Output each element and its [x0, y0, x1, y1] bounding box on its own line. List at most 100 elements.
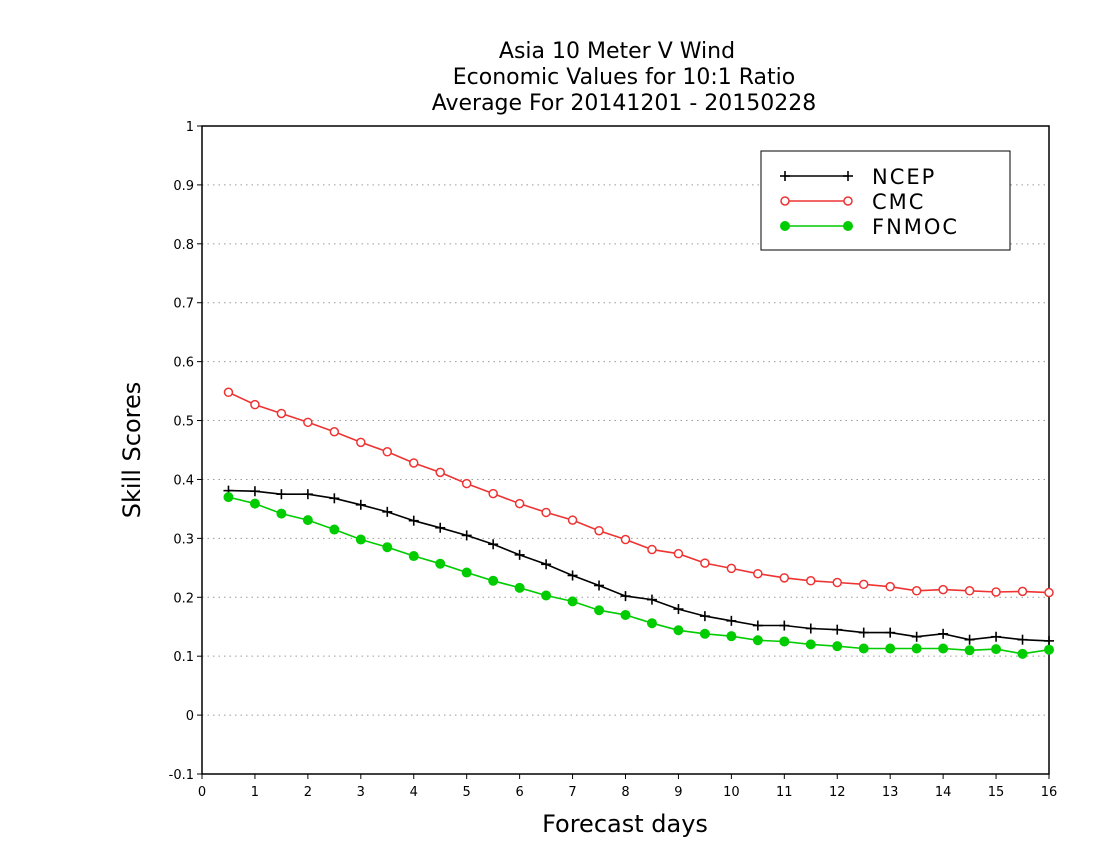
data-point-fnmoc	[1044, 644, 1054, 655]
legend-entry-cmc: CMC	[780, 190, 925, 214]
data-point-cmc	[223, 387, 234, 398]
x-tick-label: 8	[621, 785, 629, 800]
x-tick-label: 5	[463, 785, 471, 800]
data-point-fnmoc	[991, 644, 1002, 655]
data-point-ncep	[726, 615, 737, 626]
data-point-fnmoc	[832, 641, 843, 652]
data-point-fnmoc	[620, 609, 631, 620]
data-point-fnmoc	[858, 643, 869, 654]
data-point-cmc	[488, 488, 498, 499]
x-tick-label: 6	[515, 785, 523, 800]
data-point-fnmoc	[355, 534, 366, 545]
y-axis-label: Skill Scores	[118, 382, 146, 519]
legend-label-fnmoc: FNMOC	[872, 215, 959, 239]
data-point-fnmoc	[302, 515, 313, 526]
data-point-cmc	[858, 579, 869, 590]
y-tick-label: 1	[186, 120, 194, 135]
data-point-ncep	[541, 559, 552, 570]
chart-title-line-1: Asia 10 Meter V Wind	[499, 39, 735, 64]
series-fnmoc	[223, 492, 1054, 659]
data-point-cmc	[276, 408, 287, 419]
data-point-fnmoc	[726, 631, 737, 642]
data-point-fnmoc	[752, 635, 763, 646]
data-point-ncep	[408, 515, 419, 526]
x-tick-label: 3	[357, 785, 365, 800]
y-tick-label: 0.9	[173, 179, 194, 194]
data-point-cmc	[806, 576, 816, 586]
legend-entry-fnmoc: FNMOC	[780, 215, 959, 239]
data-point-cmc	[250, 399, 260, 410]
y-tick-label: 0.6	[173, 356, 194, 371]
data-point-ncep	[461, 530, 472, 541]
data-point-fnmoc	[646, 618, 657, 629]
data-point-fnmoc	[673, 625, 684, 636]
data-point-fnmoc	[567, 596, 578, 607]
x-tick-label: 15	[988, 785, 1005, 800]
data-point-fnmoc	[911, 643, 922, 654]
data-point-fnmoc	[885, 643, 896, 654]
data-point-ncep	[249, 486, 260, 497]
data-point-cmc	[673, 548, 684, 559]
data-point-cmc	[409, 458, 419, 468]
series-line-fnmoc	[228, 496, 1050, 655]
data-point-fnmoc	[461, 567, 472, 578]
data-point-ncep	[646, 594, 657, 605]
data-point-fnmoc	[408, 551, 419, 562]
data-point-ncep	[991, 631, 1002, 642]
data-point-fnmoc	[514, 582, 525, 593]
y-tick-label: 0.1	[173, 650, 194, 665]
data-point-fnmoc	[805, 639, 816, 650]
y-tick-label: 0.8	[173, 238, 194, 253]
data-point-ncep	[620, 591, 631, 602]
y-tick-label: 0.2	[173, 591, 194, 606]
data-point-ncep	[938, 628, 949, 639]
chart-title-line-2: Economic Values for 10:1 Ratio	[453, 65, 795, 90]
legend-entry-ncep: NCEP	[780, 165, 934, 189]
series-ncep	[223, 485, 1054, 646]
data-point-ncep	[302, 489, 313, 500]
chart-title-line-3: Average For 20141201 - 20150228	[432, 91, 817, 116]
data-point-cmc	[700, 558, 710, 568]
data-point-cmc	[303, 417, 313, 428]
x-tick-label: 13	[882, 785, 899, 800]
data-point-fnmoc	[964, 645, 975, 656]
y-tick-label: 0.3	[173, 532, 194, 547]
x-tick-label: 1	[251, 785, 259, 800]
data-point-cmc	[938, 584, 948, 595]
legend-marker-cmc	[780, 196, 790, 206]
y-tick-label: -0.1	[169, 768, 194, 783]
data-point-ncep	[594, 580, 605, 591]
x-tick-label: 12	[829, 785, 846, 800]
data-point-fnmoc	[938, 643, 949, 654]
data-point-cmc	[991, 587, 1001, 597]
x-tick-label: 7	[568, 785, 576, 800]
data-point-cmc	[620, 534, 631, 545]
data-point-cmc	[832, 577, 842, 588]
data-point-fnmoc	[435, 558, 446, 569]
data-point-fnmoc	[1017, 648, 1028, 659]
data-point-cmc	[594, 525, 604, 536]
legend-label-cmc: CMC	[872, 190, 925, 214]
data-point-ncep	[885, 627, 896, 638]
data-point-cmc	[964, 586, 975, 596]
data-point-cmc	[541, 507, 551, 518]
data-point-ncep	[276, 489, 287, 500]
x-tick-label: 2	[304, 785, 312, 800]
data-point-ncep	[355, 499, 366, 510]
data-point-ncep	[779, 620, 790, 631]
data-point-cmc	[461, 478, 472, 489]
data-point-fnmoc	[699, 628, 710, 639]
data-point-ncep	[673, 604, 684, 615]
data-point-cmc	[1017, 586, 1028, 597]
y-tick-label: 0.7	[173, 297, 194, 312]
data-point-fnmoc	[488, 575, 499, 586]
data-point-ncep	[832, 624, 843, 635]
data-point-fnmoc	[223, 492, 234, 503]
data-point-cmc	[779, 573, 790, 583]
legend-marker-ncep	[843, 171, 853, 181]
data-point-ncep	[435, 522, 446, 533]
data-point-ncep	[567, 570, 578, 581]
